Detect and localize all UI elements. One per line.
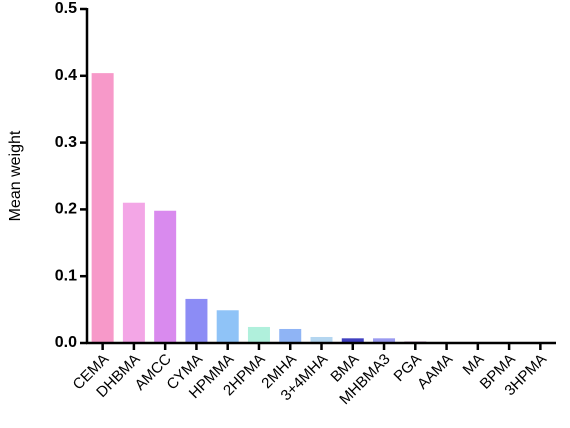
bar	[310, 336, 333, 343]
y-tick-label: 0.5	[55, 0, 77, 17]
bar	[279, 328, 302, 343]
x-tick-label: AAMA	[414, 351, 456, 393]
bar	[341, 338, 364, 343]
y-tick-label: 0.0	[55, 334, 77, 351]
bar	[122, 202, 145, 343]
bar	[216, 310, 239, 343]
y-tick-label: 0.4	[55, 67, 77, 84]
bar	[373, 338, 396, 343]
y-tick-label: 0.2	[55, 201, 77, 218]
y-tick-label: 0.3	[55, 134, 77, 151]
y-tick-label: 0.1	[55, 267, 77, 284]
bar	[154, 210, 177, 343]
y-axis-label: Mean weight	[7, 130, 24, 221]
bar	[247, 326, 270, 343]
bar	[185, 298, 208, 343]
bar	[91, 73, 114, 344]
